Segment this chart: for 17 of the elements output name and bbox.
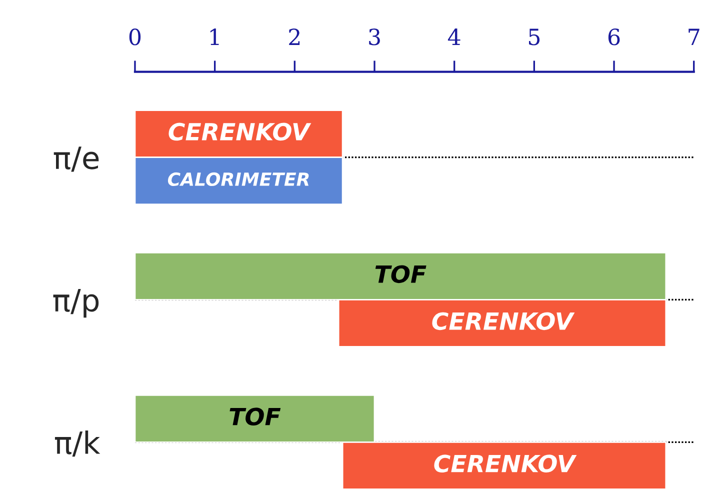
data-label: CERENKOV xyxy=(432,312,575,330)
x-tick-label: 1 xyxy=(210,28,219,45)
data-label: TOF xyxy=(230,408,281,426)
y-tick-label: π/e xyxy=(54,146,99,172)
y-tick-label: π/k xyxy=(54,430,100,457)
data-label: CERENKOV xyxy=(168,122,312,141)
x-tick-label: 0 xyxy=(129,28,141,46)
x-tick-label: 6 xyxy=(608,28,620,46)
x-tick-label: 5 xyxy=(529,28,540,46)
x-tick-label: 2 xyxy=(289,28,300,45)
x-tick-label: 3 xyxy=(369,28,380,46)
x-tick-label: 4 xyxy=(448,28,460,45)
data-label: TOF xyxy=(375,265,426,284)
y-tick-label: π/p xyxy=(53,289,99,318)
data-label: CALORIMETER xyxy=(168,172,309,186)
x-tick-label: 7 xyxy=(688,28,700,45)
data-label: CERENKOV xyxy=(434,454,577,472)
